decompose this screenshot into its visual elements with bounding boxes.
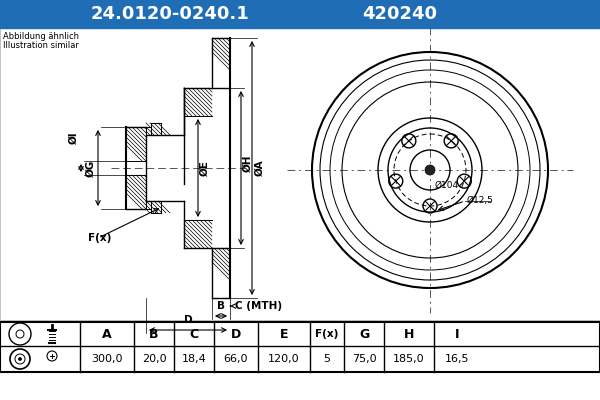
Text: B: B bbox=[149, 328, 159, 340]
Text: 16,5: 16,5 bbox=[445, 354, 469, 364]
Text: 24.0120-0240.1: 24.0120-0240.1 bbox=[91, 5, 250, 23]
Text: Illustration similar: Illustration similar bbox=[3, 41, 79, 50]
Text: C: C bbox=[190, 328, 199, 340]
Text: ØI: ØI bbox=[69, 132, 79, 144]
Text: E: E bbox=[280, 328, 288, 340]
Text: ØA: ØA bbox=[255, 160, 265, 176]
Text: ØH: ØH bbox=[243, 154, 253, 172]
Text: 185,0: 185,0 bbox=[393, 354, 425, 364]
Circle shape bbox=[19, 358, 22, 360]
Text: H: H bbox=[404, 328, 414, 340]
Text: 75,0: 75,0 bbox=[352, 354, 376, 364]
Text: G: G bbox=[359, 328, 369, 340]
Text: Abbildung ähnlich: Abbildung ähnlich bbox=[3, 32, 79, 41]
Bar bbox=[0, 0, 600, 28]
Text: A: A bbox=[102, 328, 112, 340]
Text: I: I bbox=[455, 328, 459, 340]
Text: F(x): F(x) bbox=[316, 329, 338, 339]
Text: C (MTH): C (MTH) bbox=[235, 301, 282, 311]
Text: Ø12,5: Ø12,5 bbox=[467, 196, 494, 206]
Text: 66,0: 66,0 bbox=[224, 354, 248, 364]
Text: D: D bbox=[184, 315, 193, 325]
Circle shape bbox=[425, 165, 435, 175]
Text: D: D bbox=[231, 328, 241, 340]
Bar bbox=[0, 322, 600, 372]
Text: 20,0: 20,0 bbox=[142, 354, 166, 364]
Text: 18,4: 18,4 bbox=[182, 354, 206, 364]
Text: 300,0: 300,0 bbox=[91, 354, 123, 364]
Text: B: B bbox=[217, 301, 225, 311]
Bar bbox=[0, 28, 600, 320]
Text: 420240: 420240 bbox=[362, 5, 437, 23]
Text: ØE: ØE bbox=[200, 160, 210, 176]
Text: 5: 5 bbox=[323, 354, 331, 364]
Text: ØG: ØG bbox=[86, 159, 96, 177]
Text: F(x): F(x) bbox=[88, 233, 112, 243]
Text: Ø104: Ø104 bbox=[435, 180, 459, 190]
Text: 120,0: 120,0 bbox=[268, 354, 300, 364]
